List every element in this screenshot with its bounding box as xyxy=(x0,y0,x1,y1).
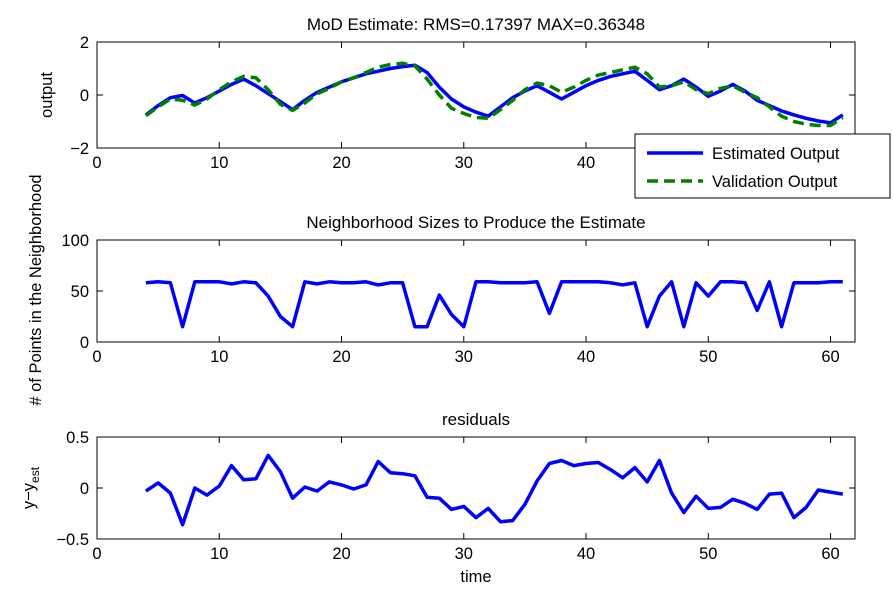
y-tick-label: −2 xyxy=(70,140,89,158)
panel-output-estimate: MoD Estimate: RMS=0.17397 MAX=0.36348 0 10… xyxy=(38,15,891,199)
series-line-1 xyxy=(145,280,843,329)
y-tick-label: 0 xyxy=(80,480,89,498)
y-tick-label: −0.5 xyxy=(56,531,89,549)
y-tick-label: 50 xyxy=(71,283,89,301)
x-tick-label: 40 xyxy=(577,348,595,366)
x-tick-label: 30 xyxy=(455,348,473,366)
y-tick-label: 0.5 xyxy=(66,429,89,447)
x-tick-label: 40 xyxy=(577,545,595,563)
y-tick-label: 0 xyxy=(80,334,89,352)
legend-label-1: Estimated Output xyxy=(712,145,840,163)
x-tick-label: 20 xyxy=(332,545,350,563)
y-tick-label: 2 xyxy=(80,34,89,52)
x-tick-label: 60 xyxy=(821,348,839,366)
chart-title: MoD Estimate: RMS=0.17397 MAX=0.36348 xyxy=(307,15,645,34)
axes-box xyxy=(96,239,856,343)
legend-box xyxy=(634,133,891,199)
chart-title: residuals xyxy=(442,410,510,429)
y-axis-label: output xyxy=(38,72,56,118)
y-tick-label: 100 xyxy=(61,232,89,250)
x-tick-label: 20 xyxy=(332,348,350,366)
x-tick-label: 0 xyxy=(92,348,101,366)
series-line-2 xyxy=(144,61,844,128)
x-tick-label: 30 xyxy=(455,154,473,172)
axes-box xyxy=(96,41,856,149)
x-tick-label: 40 xyxy=(577,154,595,172)
y-axis-label: # of Points in the Neighborhood xyxy=(27,174,45,405)
x-tick-label: 10 xyxy=(210,545,228,563)
x-tick-label: 60 xyxy=(821,545,839,563)
x-tick-label: 20 xyxy=(332,154,350,172)
x-tick-label: 30 xyxy=(455,545,473,563)
axes-box xyxy=(96,436,856,540)
x-tick-label: 50 xyxy=(699,348,717,366)
x-tick-label: 50 xyxy=(699,545,717,563)
legend-label-2: Validation Output xyxy=(712,173,838,191)
chart-title: Neighborhood Sizes to Produce the Estima… xyxy=(306,213,645,232)
series-line-1 xyxy=(144,453,844,527)
x-tick-label: 0 xyxy=(92,545,101,563)
x-tick-label: 10 xyxy=(210,154,228,172)
x-tick-label: 10 xyxy=(210,348,228,366)
legend: Estimated Output Validation Output xyxy=(634,133,891,199)
panel-neighborhood-sizes: Neighborhood Sizes to Produce the Estima… xyxy=(27,174,856,406)
y-axis-label: y−yest xyxy=(20,466,42,509)
x-tick-label: 0 xyxy=(92,154,101,172)
y-tick-label: 0 xyxy=(80,87,89,105)
x-axis-label: time xyxy=(460,568,491,586)
